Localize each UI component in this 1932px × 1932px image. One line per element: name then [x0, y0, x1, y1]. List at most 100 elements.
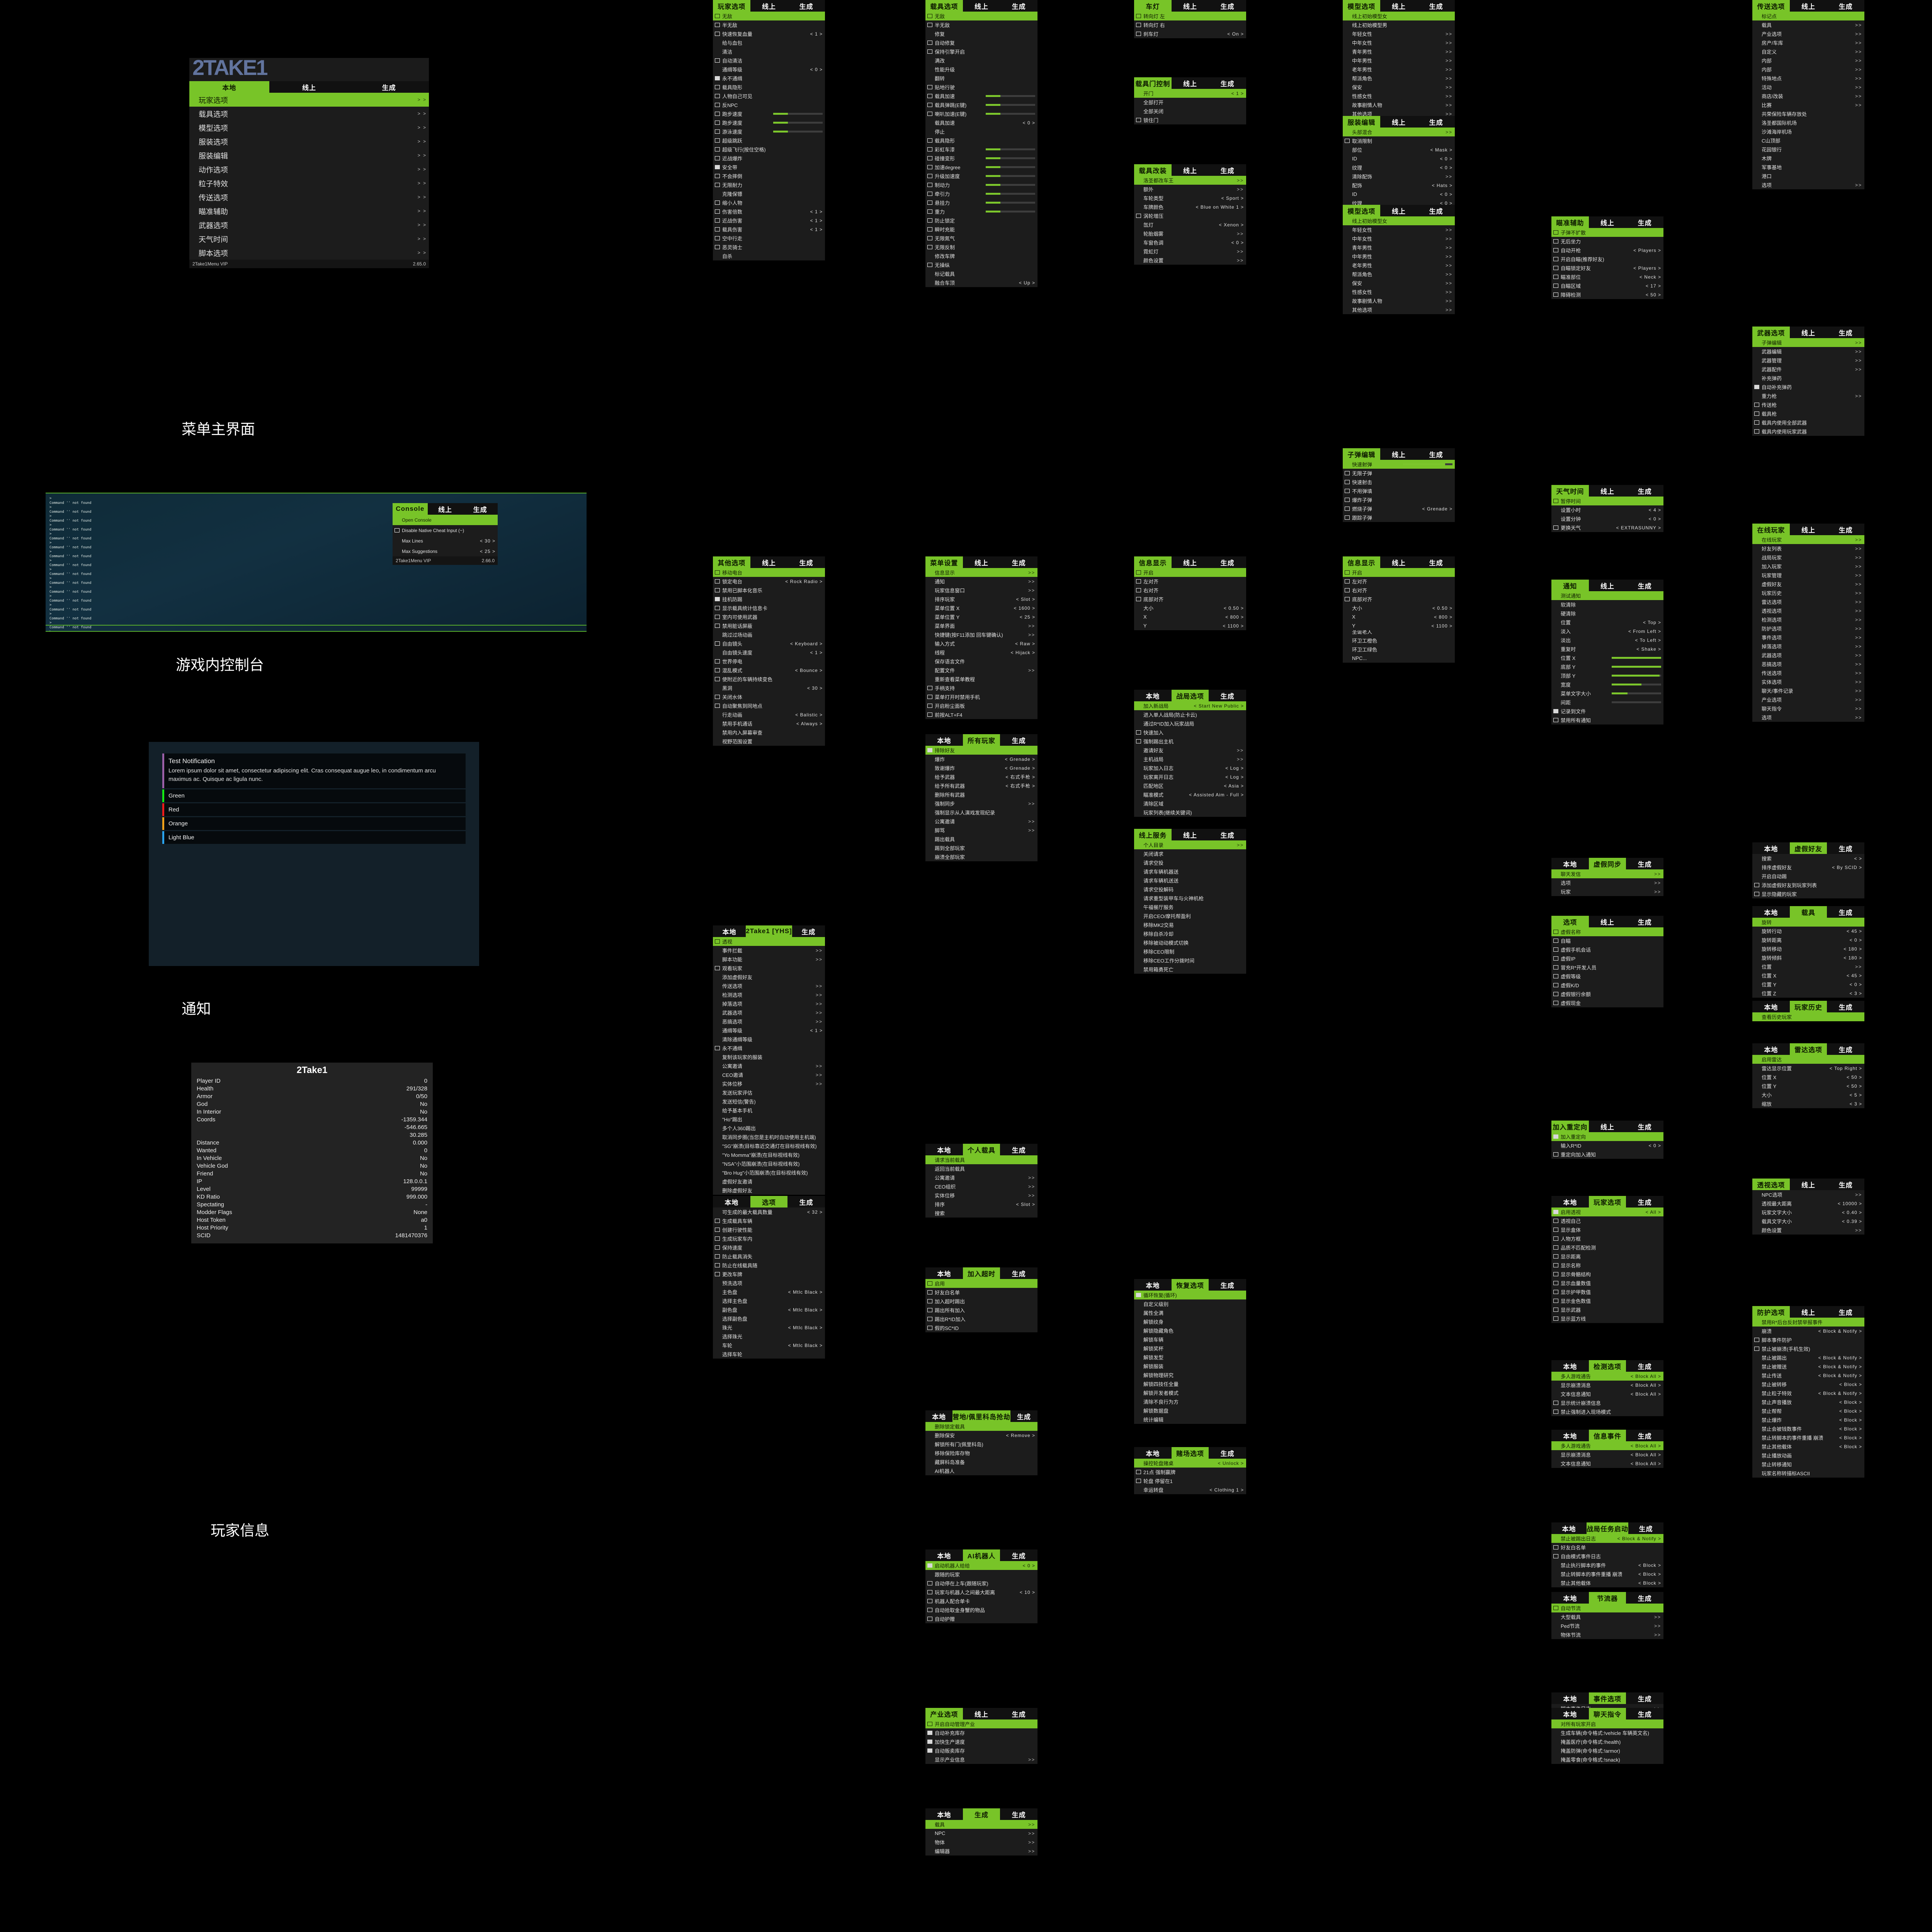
menu-row[interactable]: 菜单位置 Y < 25 > [925, 612, 1037, 621]
menu-row[interactable]: 无限子弹 [1343, 469, 1455, 478]
menu-row-value[interactable]: < 1100 > [1431, 623, 1452, 629]
menu-row[interactable]: 显示崩溃消息 < Block All > [1551, 1450, 1663, 1459]
menu-row[interactable]: 预洗选项 [713, 1279, 825, 1287]
menu-row[interactable]: 重定向加入通知 [1551, 1150, 1663, 1159]
tab-online[interactable]: 线上 [427, 503, 463, 515]
menu-row[interactable]: 多个人360踢出 [713, 1124, 825, 1133]
menu-row[interactable]: 车窗色调 < 0 > [1134, 238, 1246, 247]
menu-row-value[interactable]: < Block & Notify > [1818, 1364, 1862, 1369]
checkbox-icon[interactable] [1553, 1272, 1558, 1276]
notification-main[interactable]: Test Notification Lorem ipsum dolor sit … [162, 753, 466, 788]
menu-row-value[interactable]: < Blue on White 1 > [1196, 204, 1244, 210]
checkbox-icon[interactable] [927, 713, 932, 717]
menu-row[interactable]: 自定义级别 [1134, 1299, 1246, 1308]
menu-row[interactable]: 掩盖防弹(命令格式:!armor) [1551, 1746, 1663, 1755]
checkbox-icon[interactable] [1553, 709, 1558, 713]
menu-row-value[interactable]: < Start New Public > [1194, 703, 1244, 709]
panel-tab-0[interactable]: 本地 [1551, 1430, 1589, 1441]
menu-row[interactable]: 显示载具统计信息卡 [713, 604, 825, 612]
menu-row-value[interactable]: < 30 > [480, 538, 495, 544]
panel-tab-2[interactable]: 生成 [1000, 1144, 1038, 1155]
panel-tab-0[interactable]: 本地 [925, 1144, 963, 1155]
checkbox-icon[interactable] [715, 677, 720, 681]
menu-row[interactable]: 文本信息通知 < Block All > [1551, 1459, 1663, 1468]
menu-row[interactable]: 选择珠光 [713, 1332, 825, 1341]
menu-row[interactable]: 聊天/事件记录 >> [1752, 686, 1864, 695]
menu-row[interactable]: 菜单打开时禁用手机 [925, 692, 1037, 701]
menu-row[interactable]: 清除不良行为方 [1134, 1397, 1246, 1406]
menu-row-value[interactable]: < All > [1645, 1209, 1661, 1215]
panel-tab-1[interactable]: 所有玩家 [963, 734, 1000, 746]
menu-row-value[interactable]: < 右式手枪 > [1005, 783, 1035, 789]
menu-row[interactable]: 位置 X [1551, 653, 1663, 662]
panel-tab-1[interactable]: 线上 [1789, 1179, 1827, 1190]
menu-row[interactable]: 脚本事件防护 [1752, 1335, 1864, 1344]
panel-tab-0[interactable]: 本地 [1752, 906, 1790, 918]
panel-tab-2[interactable]: 生成 [1626, 1121, 1664, 1132]
menu-row[interactable]: 无限氮气 [925, 234, 1037, 243]
menu-row[interactable]: 半无敌 [713, 20, 825, 29]
panel-tab-1[interactable]: 线上 [963, 556, 1000, 568]
tab-spawn[interactable]: 生成 [349, 81, 429, 93]
notification-item[interactable]: Red [162, 803, 466, 816]
panel-tab-1[interactable]: 赌场选项 [1171, 1447, 1209, 1459]
menu-row[interactable]: 显示产业信息 >> [925, 1755, 1037, 1764]
menu-row-value[interactable]: < 30 > [807, 685, 823, 691]
checkbox-icon[interactable] [715, 112, 720, 116]
menu-row-value[interactable]: < Block & Notify > [1818, 1355, 1862, 1361]
menu-row[interactable]: 燃烧子弹 < Grenade > [1343, 504, 1455, 513]
menu-row[interactable]: 配置文件 >> [925, 666, 1037, 675]
menu-row[interactable]: 氙灯 < Xenon > [1134, 220, 1246, 229]
menu-row[interactable]: 青年男性 >> [1343, 243, 1455, 252]
menu-row[interactable]: 虚假名称 [1551, 927, 1663, 936]
menu-row[interactable]: 洛圣都改车王 >> [1134, 176, 1246, 185]
menu-row[interactable]: 解锁数据盘 [1134, 1406, 1246, 1415]
menu-row[interactable]: 转向灯 右 [1134, 20, 1246, 29]
checkbox-icon[interactable] [927, 1299, 932, 1303]
menu-row[interactable]: NPC >> [925, 1829, 1037, 1838]
panel-tab-0[interactable]: 传送选项 [1752, 0, 1790, 12]
menu-row-value[interactable]: < 25 > [1019, 614, 1035, 620]
menu-row[interactable]: 删除所有武器 [925, 790, 1037, 799]
menu-row[interactable]: 排除好友 [925, 746, 1037, 755]
menu-row[interactable]: 永不通缉 [713, 1044, 825, 1053]
menu-row[interactable]: 刹车灯 < On > [1134, 29, 1246, 38]
menu-row[interactable]: 选项 >> [1752, 180, 1864, 189]
menu-row[interactable]: 输入R*ID < 0 > [1551, 1141, 1663, 1150]
checkbox-icon[interactable] [927, 748, 932, 752]
menu-row[interactable]: 洛圣都国际机场 [1752, 118, 1864, 127]
menu-row[interactable]: 启动机器人给给 < 0 > [925, 1561, 1037, 1570]
checkbox-icon[interactable] [1136, 32, 1141, 36]
menu-row[interactable]: 自动补充库存 [925, 1728, 1037, 1737]
panel-tab-0[interactable]: 产业选项 [925, 1708, 963, 1719]
checkbox-icon[interactable] [1553, 1245, 1558, 1250]
menu-row-value[interactable]: < 0 > [1022, 120, 1035, 126]
checkbox-icon[interactable] [1754, 883, 1759, 887]
menu-row[interactable]: 检测选项 >> [713, 990, 825, 999]
menu-row[interactable]: 底部 Y [1551, 662, 1663, 671]
menu-row-value[interactable]: < Grenade > [1005, 765, 1035, 771]
checkbox-icon[interactable] [715, 103, 720, 107]
menu-row[interactable]: 自动开枪 < Players > [1551, 246, 1663, 255]
menu-row-value[interactable]: < 1600 > [1014, 605, 1035, 611]
menu-row[interactable]: 自瞄锁定好友 < Players > [1551, 264, 1663, 272]
menu-row[interactable]: 载具伤害 < 1 > [713, 225, 825, 234]
menu-row[interactable]: 碰撞变形 [925, 154, 1037, 163]
menu-row[interactable]: 显示护甲数值 [1551, 1287, 1663, 1296]
menu-row[interactable]: 修复 [925, 29, 1037, 38]
checkbox-icon[interactable] [1553, 1290, 1558, 1294]
menu-row-value[interactable]: < Slot > [1016, 596, 1035, 602]
panel-tab-0[interactable]: 本地 [925, 1267, 963, 1279]
checkbox-icon[interactable] [715, 183, 720, 187]
menu-row-value[interactable]: < 25 > [480, 548, 495, 554]
checkbox-icon[interactable] [927, 174, 932, 178]
checkbox-icon[interactable] [715, 209, 720, 214]
menu-row[interactable]: 解锁四技任全量 [1134, 1379, 1246, 1388]
sidebar-item-服装编辑[interactable]: 服装编辑 > > [189, 148, 429, 162]
menu-row[interactable]: 虚假银行余额 [1551, 990, 1663, 998]
menu-row[interactable]: X < 800 > [1343, 612, 1455, 621]
menu-row[interactable]: 自杀 [713, 252, 825, 260]
menu-row-value[interactable]: < 4 > [1648, 507, 1661, 513]
menu-row[interactable]: 主机战局 >> [1134, 755, 1246, 764]
console-input[interactable] [46, 625, 587, 631]
